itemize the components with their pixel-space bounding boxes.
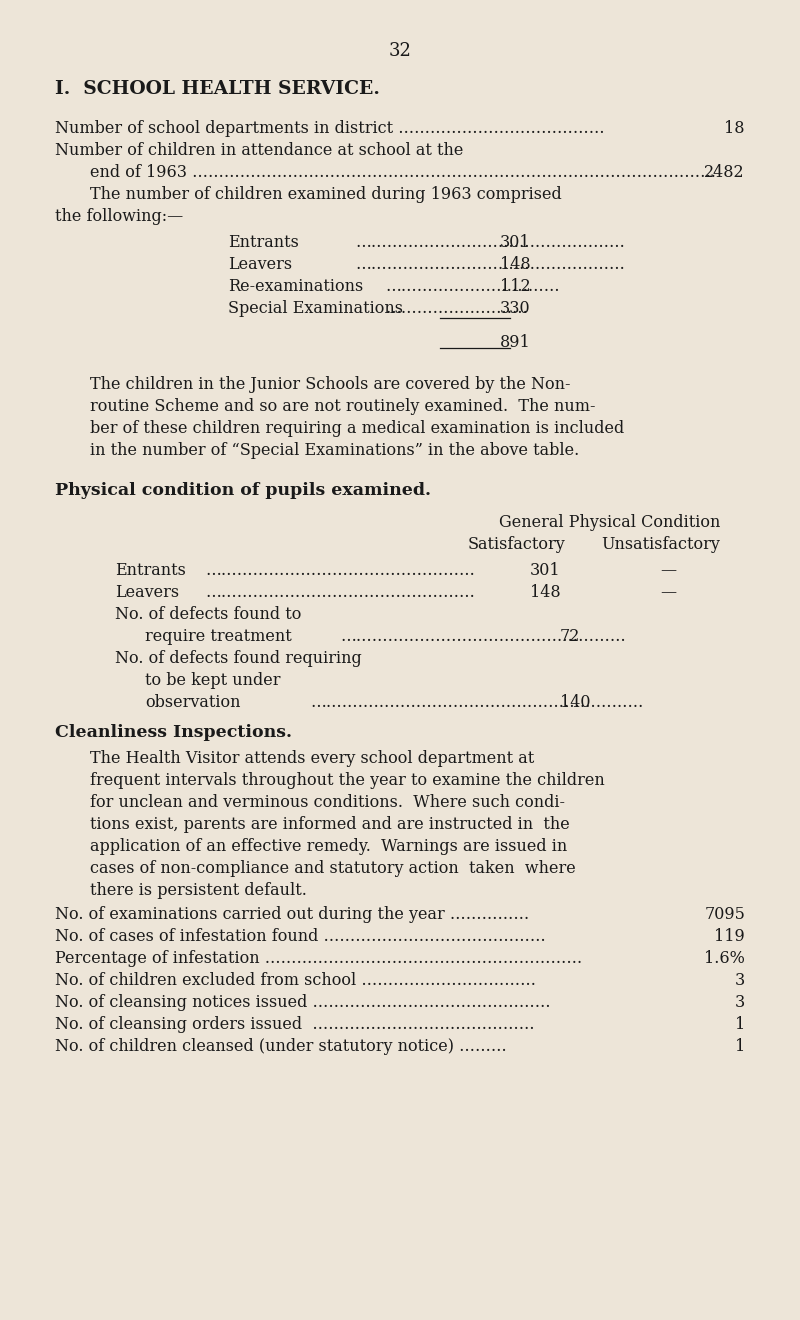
Text: 72: 72: [560, 628, 580, 645]
Text: ……………………………: ……………………………: [385, 279, 560, 294]
Text: 1: 1: [734, 1038, 745, 1055]
Text: the following:—: the following:—: [55, 209, 183, 224]
Text: 2482: 2482: [704, 164, 745, 181]
Text: routine Scheme and so are not routinely examined.  The num-: routine Scheme and so are not routinely …: [90, 399, 595, 414]
Text: observation: observation: [145, 694, 241, 711]
Text: 301: 301: [500, 234, 530, 251]
Text: 1: 1: [734, 1016, 745, 1034]
Text: cases of non-compliance and statutory action  taken  where: cases of non-compliance and statutory ac…: [90, 861, 576, 876]
Text: Physical condition of pupils examined.: Physical condition of pupils examined.: [55, 482, 431, 499]
Text: Leavers: Leavers: [228, 256, 292, 273]
Text: General Physical Condition: General Physical Condition: [498, 513, 720, 531]
Text: ……………………………………………: ……………………………………………: [205, 583, 475, 601]
Text: 891: 891: [500, 334, 530, 351]
Text: —: —: [660, 583, 676, 601]
Text: Number of school departments in district …………………………………: Number of school departments in district…: [55, 120, 605, 137]
Text: The number of children examined during 1963 comprised: The number of children examined during 1…: [90, 186, 562, 203]
Text: to be kept under: to be kept under: [145, 672, 281, 689]
Text: I.  SCHOOL HEALTH SERVICE.: I. SCHOOL HEALTH SERVICE.: [55, 81, 380, 98]
Text: for unclean and verminous conditions.  Where such condi-: for unclean and verminous conditions. Wh…: [90, 795, 565, 810]
Text: The Health Visitor attends every school department at: The Health Visitor attends every school …: [90, 750, 534, 767]
Text: ………………………………………………………: ………………………………………………………: [310, 694, 643, 711]
Text: there is persistent default.: there is persistent default.: [90, 882, 307, 899]
Text: 7095: 7095: [704, 906, 745, 923]
Text: ………………………: ………………………: [385, 300, 528, 317]
Text: ………………………………………………: ………………………………………………: [340, 628, 626, 645]
Text: in the number of “Special Examinations” in the above table.: in the number of “Special Examinations” …: [90, 442, 579, 459]
Text: No. of defects found to: No. of defects found to: [115, 606, 302, 623]
Text: No. of children excluded from school ……………………………: No. of children excluded from school …………: [55, 972, 536, 989]
Text: Cleanliness Inspections.: Cleanliness Inspections.: [55, 723, 292, 741]
Text: tions exist, parents are informed and are instructed in  the: tions exist, parents are informed and ar…: [90, 816, 570, 833]
Text: No. of cleansing orders issued  ……………………………………: No. of cleansing orders issued …………………………: [55, 1016, 534, 1034]
Text: ……………………………………………: ……………………………………………: [355, 234, 625, 251]
Text: Entrants: Entrants: [228, 234, 299, 251]
Text: 3: 3: [734, 994, 745, 1011]
Text: Special Examinations: Special Examinations: [228, 300, 403, 317]
Text: 148: 148: [530, 583, 561, 601]
Text: 32: 32: [389, 42, 411, 59]
Text: ……………………………………………: ……………………………………………: [205, 562, 475, 579]
Text: Leavers: Leavers: [115, 583, 179, 601]
Text: end of 1963 ………………………………………………………………………………………: end of 1963 ……………………………………………………………………………: [90, 164, 716, 181]
Text: —: —: [660, 562, 676, 579]
Text: 1.6%: 1.6%: [704, 950, 745, 968]
Text: ……………………………………………: ……………………………………………: [355, 256, 625, 273]
Text: Percentage of infestation ……………………………………………………: Percentage of infestation ………………………………………: [55, 950, 582, 968]
Text: application of an effective remedy.  Warnings are issued in: application of an effective remedy. Warn…: [90, 838, 567, 855]
Text: Entrants: Entrants: [115, 562, 186, 579]
Text: 301: 301: [530, 562, 561, 579]
Text: 330: 330: [500, 300, 530, 317]
Text: No. of cleansing notices issued ………………………………………: No. of cleansing notices issued ………………………: [55, 994, 550, 1011]
Text: 148: 148: [500, 256, 530, 273]
Text: No. of examinations carried out during the year ……………: No. of examinations carried out during t…: [55, 906, 530, 923]
Text: 18: 18: [725, 120, 745, 137]
Text: Unsatisfactory: Unsatisfactory: [601, 536, 720, 553]
Text: require treatment: require treatment: [145, 628, 292, 645]
Text: No. of defects found requiring: No. of defects found requiring: [115, 649, 362, 667]
Text: ber of these children requiring a medical examination is included: ber of these children requiring a medica…: [90, 420, 624, 437]
Text: The children in the Junior Schools are covered by the Non-: The children in the Junior Schools are c…: [90, 376, 570, 393]
Text: Satisfactory: Satisfactory: [467, 536, 565, 553]
Text: 3: 3: [734, 972, 745, 989]
Text: No. of cases of infestation found ……………………………………: No. of cases of infestation found …………………: [55, 928, 546, 945]
Text: 119: 119: [714, 928, 745, 945]
Text: Number of children in attendance at school at the: Number of children in attendance at scho…: [55, 143, 463, 158]
Text: frequent intervals throughout the year to examine the children: frequent intervals throughout the year t…: [90, 772, 605, 789]
Text: 140: 140: [560, 694, 590, 711]
Text: 112: 112: [500, 279, 530, 294]
Text: No. of children cleansed (under statutory notice) ………: No. of children cleansed (under statutor…: [55, 1038, 506, 1055]
Text: Re-examinations: Re-examinations: [228, 279, 363, 294]
